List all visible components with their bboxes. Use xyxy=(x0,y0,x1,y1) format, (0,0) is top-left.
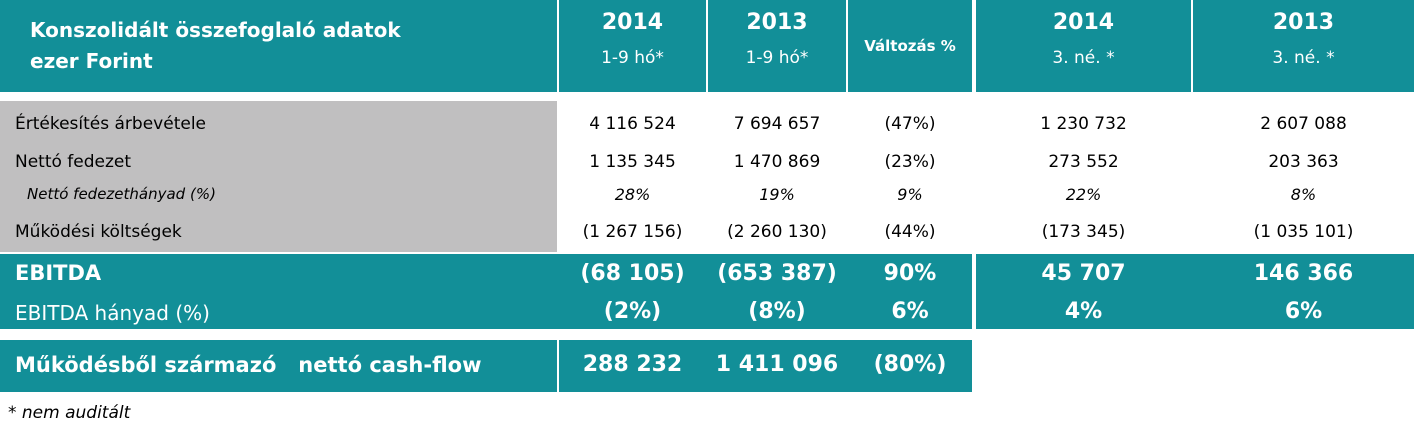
cell-opex-2013-ytd: (2 260 130) xyxy=(727,222,827,242)
row-label-net-margin-ratio: Nettó fedezethányad (%) xyxy=(27,185,216,203)
cell-net-margin-2014-ytd: 1 135 345 xyxy=(589,152,676,172)
cashflow-band-label xyxy=(0,340,557,392)
cell-cashflow-2013-ytd: 1 411 096 xyxy=(715,352,839,377)
row-label-panel xyxy=(0,101,557,252)
ebitda-band-main xyxy=(0,254,972,329)
cell-margin-ratio-2013-ytd: 19% xyxy=(759,185,795,204)
row-label-ebitda: EBITDA xyxy=(15,261,102,285)
cell-net-margin-2014-q3: 273 552 xyxy=(1048,152,1119,172)
col-year-2014-ytd: 2014 xyxy=(601,10,664,35)
cell-margin-ratio-2014-q3: 22% xyxy=(1065,185,1102,204)
col-year-2013-ytd: 2013 xyxy=(746,10,808,35)
header-title-cell xyxy=(0,0,557,92)
cell-margin-ratio-2014-ytd: 28% xyxy=(614,185,651,204)
cashflow-band-values xyxy=(559,340,972,392)
col-year-2014-q3: 2014 xyxy=(1052,10,1115,35)
cell-ebitda-change: 90% xyxy=(883,261,937,286)
cell-ebitda-ratio-change: 6% xyxy=(891,299,929,324)
cell-net-margin-2013-ytd: 1 470 869 xyxy=(733,152,821,172)
cell-revenue-2013-q3: 2 607 088 xyxy=(1260,114,1347,134)
cell-margin-ratio-change: 9% xyxy=(897,185,923,204)
cell-revenue-2014-q3: 1 230 732 xyxy=(1040,114,1127,134)
page-subtitle-unit: ezer Forint xyxy=(30,49,153,73)
row-label-ebitda-ratio: EBITDA hányad (%) xyxy=(15,301,210,325)
cell-ebitda-ratio-2013-q3: 6% xyxy=(1284,299,1323,324)
row-label-operating-costs: Működési költségek xyxy=(15,222,182,242)
row-label-net-margin: Nettó fedezet xyxy=(15,152,132,172)
cell-revenue-change: (47%) xyxy=(884,114,936,134)
col-change-label: Változás % xyxy=(864,37,956,55)
cell-ebitda-ratio-2014-q3: 4% xyxy=(1064,299,1103,324)
cell-revenue-2013-ytd: 7 694 657 xyxy=(733,114,821,134)
cell-ebitda-2013-ytd: (653 387) xyxy=(717,261,837,286)
cell-revenue-2014-ytd: 4 116 524 xyxy=(589,114,676,134)
cell-opex-2014-ytd: (1 267 156) xyxy=(582,222,683,242)
cell-ebitda-2013-q3: 146 366 xyxy=(1253,261,1354,286)
col-period-2014-ytd: 1-9 hó* xyxy=(601,48,664,68)
col-year-2013-q3: 2013 xyxy=(1272,10,1335,35)
cell-ebitda-2014-ytd: (68 105) xyxy=(580,261,685,286)
page-title: Konszolidált összefoglaló adatok xyxy=(30,18,401,42)
header-col-2013-q3 xyxy=(1193,0,1414,92)
col-period-2014-q3: 3. né. * xyxy=(1052,48,1115,68)
ebitda-band-quarter xyxy=(976,254,1414,329)
cell-opex-2013-q3: (1 035 101) xyxy=(1253,222,1354,242)
row-label-revenue: Értékesítés árbevétele xyxy=(15,114,207,134)
cell-ebitda-2014-q3: 45 707 xyxy=(1041,261,1126,286)
col-period-2013-q3: 3. né. * xyxy=(1272,48,1335,68)
cell-margin-ratio-2013-q3: 8% xyxy=(1290,185,1317,204)
col-period-2013-ytd: 1-9 hó* xyxy=(745,48,809,68)
header-col-2014-ytd xyxy=(559,0,706,92)
cell-cashflow-change: (80%) xyxy=(873,352,947,377)
cell-ebitda-ratio-2014-ytd: (2%) xyxy=(603,299,662,324)
cell-cashflow-2014-ytd: 288 232 xyxy=(582,352,683,377)
footnote: * nem auditált xyxy=(8,403,131,423)
header-col-change xyxy=(848,0,972,92)
cell-ebitda-ratio-2013-ytd: (8%) xyxy=(748,299,806,324)
cell-net-margin-change: (23%) xyxy=(884,152,936,172)
header-col-2013-ytd xyxy=(708,0,846,92)
cell-net-margin-2013-q3: 203 363 xyxy=(1268,152,1339,172)
row-label-cashflow: Működésből származó nettó cash-flow xyxy=(15,353,482,377)
cell-opex-2014-q3: (173 345) xyxy=(1041,222,1126,242)
header-col-2014-q3 xyxy=(976,0,1191,92)
cell-opex-change: (44%) xyxy=(884,222,936,242)
